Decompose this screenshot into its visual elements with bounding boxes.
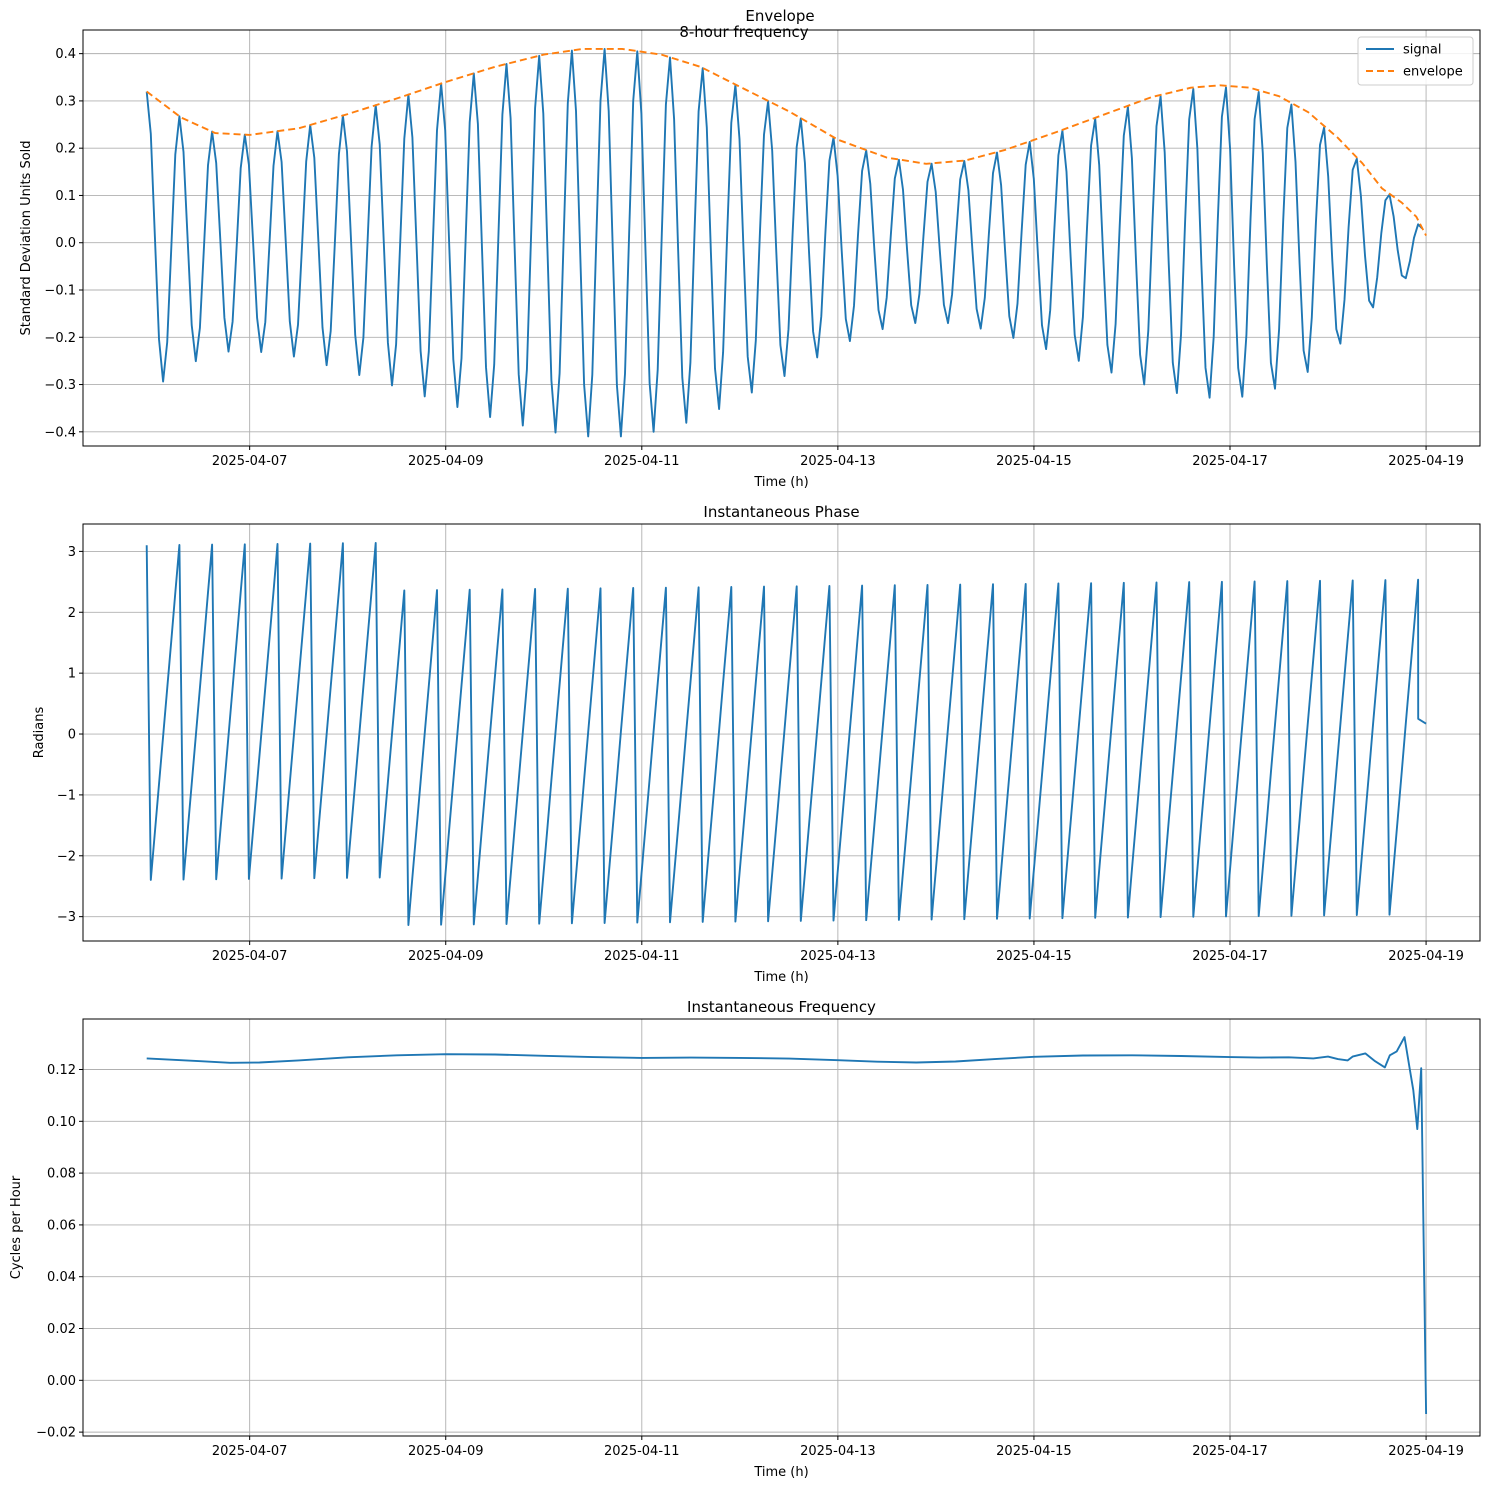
signal-line — [145, 48, 1423, 438]
x-tick-label: 2025-04-11 — [604, 949, 680, 964]
y-tick-label: 0.08 — [47, 1167, 76, 1182]
y-tick-label: −0.1 — [44, 284, 76, 299]
x-tick-label: 2025-04-17 — [1192, 454, 1268, 469]
figure-suptitle: Envelope — [745, 7, 814, 25]
phase-line — [145, 541, 1427, 926]
x-tick-label: 2025-04-15 — [996, 454, 1072, 469]
y-tick-label: 1 — [68, 667, 76, 682]
y-axis-label: Standard Deviation Units Sold — [19, 140, 34, 335]
plot-frame — [82, 29, 1481, 447]
x-tick-label: 2025-04-07 — [212, 1444, 288, 1459]
x-axis-label: Time (h) — [753, 1465, 808, 1480]
plot-frame — [82, 1018, 1481, 1437]
legend-signal-label: signal — [1403, 43, 1441, 58]
y-tick-label: −0.4 — [44, 425, 76, 440]
x-tick-label: 2025-04-19 — [1388, 1444, 1464, 1459]
y-tick-label: 0.3 — [55, 94, 76, 109]
x-tick-label: 2025-04-11 — [604, 454, 680, 469]
frequency-line — [146, 1036, 1428, 1415]
x-tick-label: 2025-04-13 — [800, 454, 876, 469]
x-tick-label: 2025-04-15 — [996, 949, 1072, 964]
y-tick-label: −3 — [57, 910, 76, 925]
x-tick-label: 2025-04-17 — [1192, 949, 1268, 964]
figure-subtitle: 8-hour frequency — [679, 23, 808, 41]
plot-frame — [82, 523, 1481, 942]
phase-panel: 2025-04-07 2025-04-09 2025-04-11 2025-04-13… — [32, 503, 1481, 985]
y-tick-label: 0.2 — [55, 142, 76, 157]
legend-envelope-label: envelope — [1403, 65, 1463, 80]
y-tick-label: 0.02 — [47, 1322, 76, 1337]
y-tick-label: 0.10 — [47, 1115, 76, 1130]
x-tick-label: 2025-04-11 — [604, 1444, 680, 1459]
x-axis-label: Time (h) — [753, 475, 808, 490]
x-tick-label: 2025-04-09 — [408, 454, 484, 469]
frequency-panel: 2025-04-07 2025-04-09 2025-04-11 2025-04-13… — [9, 998, 1481, 1480]
x-tick-label: 2025-04-19 — [1388, 454, 1464, 469]
x-axis-label: Time (h) — [753, 970, 808, 985]
plot-title: Instantaneous Frequency — [687, 998, 876, 1016]
y-axis-label: Radians — [32, 706, 47, 758]
y-tick-label: 0.4 — [55, 47, 76, 62]
y-tick-label: −2 — [57, 849, 76, 864]
y-tick-label: 0.00 — [47, 1374, 76, 1389]
x-tick-label: 2025-04-09 — [408, 949, 484, 964]
y-tick-label: −1 — [57, 788, 76, 803]
y-tick-label: 2 — [68, 606, 76, 621]
y-tick-label: 3 — [68, 545, 76, 560]
legend: signal envelope — [1357, 36, 1474, 86]
y-tick-label: 0.1 — [55, 189, 76, 204]
x-tick-label: 2025-04-09 — [408, 1444, 484, 1459]
envelope-panel: 2025-04-07 2025-04-09 2025-04-11 2025-04-13… — [19, 29, 1481, 490]
x-tick-label: 2025-04-17 — [1192, 1444, 1268, 1459]
y-tick-label: 0.06 — [47, 1218, 76, 1233]
x-tick-label: 2025-04-13 — [800, 949, 876, 964]
y-tick-label: 0.0 — [55, 236, 76, 251]
y-tick-label: −0.2 — [44, 331, 76, 346]
y-tick-label: −0.3 — [44, 378, 76, 393]
y-tick-label: 0.04 — [47, 1270, 76, 1285]
y-tick-label: −0.02 — [36, 1426, 76, 1441]
y-axis-label: Cycles per Hour — [9, 1175, 24, 1279]
plot-title: Instantaneous Phase — [703, 503, 859, 521]
x-tick-label: 2025-04-15 — [996, 1444, 1072, 1459]
x-tick-label: 2025-04-07 — [212, 949, 288, 964]
envelope-line — [146, 47, 1427, 237]
x-tick-label: 2025-04-07 — [212, 454, 288, 469]
x-tick-label: 2025-04-19 — [1388, 949, 1464, 964]
x-tick-label: 2025-04-13 — [800, 1444, 876, 1459]
y-tick-label: 0.12 — [47, 1063, 76, 1078]
y-tick-label: 0 — [68, 728, 76, 743]
